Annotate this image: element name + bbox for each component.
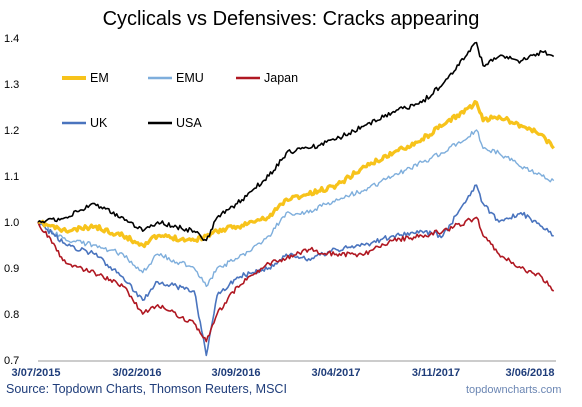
legend-label-emu: EMU — [176, 71, 204, 85]
legend-label-uk: UK — [90, 116, 108, 130]
series-lines — [37, 41, 555, 357]
x-tick-label: 3/11/2017 — [412, 367, 460, 379]
x-tick-label: 3/07/2015 — [12, 367, 61, 379]
chart-title: Cyclicals vs Defensives: Cracks appearin… — [102, 8, 480, 30]
series-line-uk — [37, 184, 554, 357]
legend: EM EMU Japan UK USA — [62, 71, 298, 130]
legend-label-em: EM — [90, 71, 109, 85]
legend-label-usa: USA — [176, 116, 202, 130]
x-axis: 3/07/2015 3/02/2016 3/09/2016 3/04/2017 3/11… — [12, 360, 556, 379]
legend-label-japan: Japan — [264, 71, 298, 85]
watermark: topdowncharts.com — [466, 384, 562, 396]
series-line-usa — [37, 41, 555, 242]
y-tick-label: 1.2 — [4, 125, 19, 137]
y-tick-label: 1.3 — [4, 79, 19, 91]
y-tick-label: 0.8 — [4, 309, 19, 321]
y-tick-label: 1.4 — [4, 33, 19, 45]
x-tick-label: 3/04/2017 — [312, 367, 361, 379]
y-tick-label: 0.9 — [4, 263, 19, 275]
y-tick-label: 0.7 — [4, 355, 19, 367]
series-line-japan — [37, 216, 555, 343]
series-line-emu — [37, 129, 555, 288]
x-tick-label: 3/02/2016 — [113, 367, 162, 379]
x-tick-label: 3/09/2016 — [212, 367, 261, 379]
x-tick-label: 3/06/2018 — [506, 367, 555, 379]
source-note: Source: Topdown Charts, Thomson Reuters,… — [6, 382, 287, 396]
y-tick-label: 1.0 — [4, 217, 19, 229]
y-tick-label: 1.1 — [4, 171, 19, 183]
series-line-em — [37, 99, 555, 249]
y-axis: 0.7 0.8 0.9 1.0 1.1 1.2 1.3 1.4 — [4, 33, 19, 367]
